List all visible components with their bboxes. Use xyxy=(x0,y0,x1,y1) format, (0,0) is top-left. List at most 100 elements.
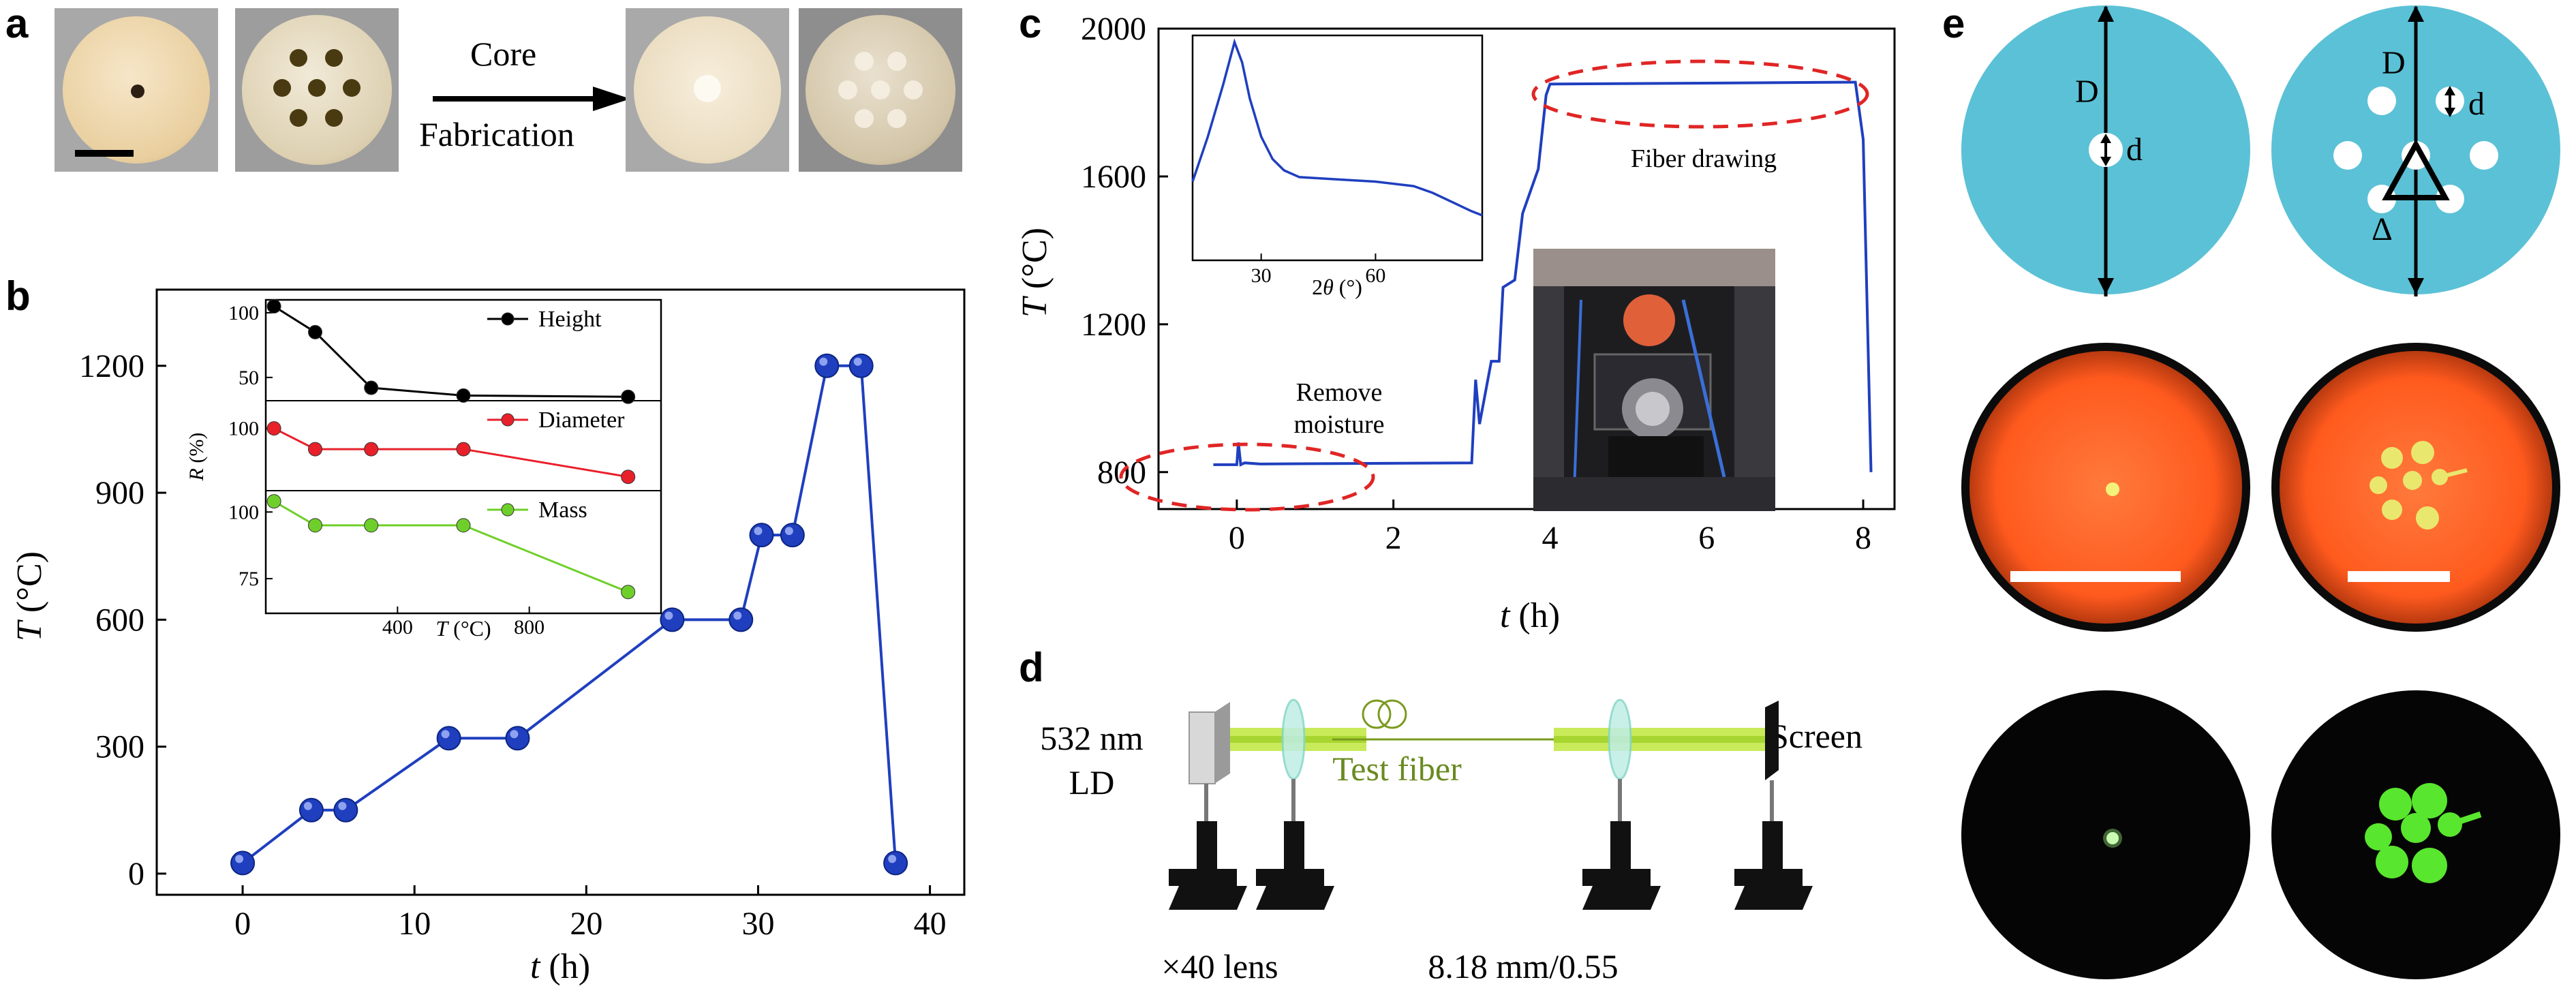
xrd-x-tick-label: 30 xyxy=(1251,264,1272,287)
legend-marker xyxy=(501,413,515,427)
multi-core-white-light-image xyxy=(2271,343,2560,632)
data-point-highlight xyxy=(303,801,312,810)
y-tick-label: 300 xyxy=(95,729,144,765)
x-tick-label: 0 xyxy=(1229,520,1245,556)
inset-data-point xyxy=(456,388,471,403)
xrd-inset-x-axis-label: 2θ (°) xyxy=(1312,275,1362,299)
plot-frame xyxy=(1157,27,1896,510)
lens-right-label: 8.18 mm/0.55 xyxy=(1428,947,1618,985)
single-core-output-image xyxy=(1961,690,2250,979)
data-point-highlight xyxy=(888,855,897,863)
y-tick-label: 1200 xyxy=(79,348,144,384)
laser-diode-label-2: LD xyxy=(1069,763,1115,801)
inset-data-point xyxy=(364,380,379,395)
data-point xyxy=(505,726,530,751)
screen-label: Screen xyxy=(1770,717,1862,755)
single-core-schematic: D d xyxy=(1961,5,2250,296)
y-tick-label: 600 xyxy=(95,602,144,638)
lens-left-icon xyxy=(1281,699,1306,780)
legend-marker xyxy=(501,503,515,517)
scale-bar xyxy=(2010,571,2181,582)
laser-diode-icon xyxy=(1214,702,1230,784)
data-point xyxy=(660,607,685,632)
inset-y-axis-label: R (%) xyxy=(185,433,208,482)
legend-marker xyxy=(501,312,515,326)
panel-e-cross-sections: D d D d Δ xyxy=(1961,5,2560,979)
preform-single-hole-photo xyxy=(55,8,218,172)
legend-label: Height xyxy=(538,307,602,332)
fiber-coil-icon xyxy=(1362,699,1392,729)
data-point-highlight xyxy=(338,801,347,810)
x-tick-label: 2 xyxy=(1385,520,1402,556)
inset-x-tick-label: 400 xyxy=(382,616,413,639)
data-point-highlight xyxy=(784,527,793,536)
x-axis-label: t (h) xyxy=(1500,596,1560,635)
y-axis-label: T (°C) xyxy=(10,551,49,641)
inset-x-axis-label: T (°C) xyxy=(435,616,491,641)
xrd-inset-frame xyxy=(1191,34,1484,262)
data-point-highlight xyxy=(853,357,862,366)
lens-right-icon xyxy=(1608,699,1632,780)
data-point xyxy=(436,726,461,751)
process-arrow xyxy=(433,87,630,111)
data-point-highlight xyxy=(441,730,450,739)
inset-frame xyxy=(264,298,662,615)
lens-left-label: ×40 lens xyxy=(1161,947,1278,985)
inset-x-tick-label: 800 xyxy=(514,616,545,639)
remove-moisture-label-2: moisture xyxy=(1294,410,1385,439)
data-point-highlight xyxy=(754,527,763,536)
data-point-highlight xyxy=(733,611,742,620)
inset-data-point xyxy=(364,442,379,457)
fiber-drawing-label: Fiber drawing xyxy=(1631,144,1777,173)
multi-diameter-D-label: D xyxy=(2382,45,2406,81)
panel-d-setup: 532 nm LD Screen ×40 lens 8.18 mm/0.55 T… xyxy=(1040,699,1862,985)
drawing-temperature-line xyxy=(1213,80,1873,472)
x-tick-label: 10 xyxy=(398,906,431,942)
inset-y-tick-label: 100 xyxy=(228,501,259,523)
inset-y-tick-label: 100 xyxy=(228,302,259,324)
scale-bar xyxy=(2348,571,2450,582)
test-fiber-label: Test fiber xyxy=(1332,750,1462,788)
data-point-highlight xyxy=(819,357,828,366)
y-tick-label: 2000 xyxy=(1081,11,1146,47)
core-fabrication-label-top: Core xyxy=(470,35,537,73)
multi-core-output-image xyxy=(2271,690,2560,979)
inset-y-tick-label: 100 xyxy=(228,418,259,440)
y-tick-label: 1600 xyxy=(1081,159,1146,195)
panel-b-chart: 0 10 20 30 40 0 300 600 900 1200 t (h) T (°C) 40… xyxy=(10,288,966,986)
data-point-highlight xyxy=(510,730,519,739)
plot-frame xyxy=(155,288,966,896)
x-tick-label: 4 xyxy=(1542,520,1558,556)
data-point xyxy=(230,850,256,876)
x-tick-label: 0 xyxy=(234,906,251,942)
screen-icon xyxy=(1765,701,1779,780)
xrd-pattern-line xyxy=(1191,38,1483,217)
data-point xyxy=(749,523,774,548)
diameter-d-label: d xyxy=(2126,132,2143,168)
inset-data-point xyxy=(364,518,379,533)
pitch-delta-label: Δ xyxy=(2372,211,2393,247)
data-point-highlight xyxy=(235,855,244,863)
fiber-drawing-highlight xyxy=(1531,59,1869,129)
data-point-highlight xyxy=(664,611,673,620)
panel-e-letter: e xyxy=(1942,1,1965,46)
diameter-D-label: D xyxy=(2075,74,2099,110)
inset-data-point xyxy=(266,421,281,436)
scale-bar xyxy=(75,150,134,157)
single-core-white-light-image xyxy=(1961,343,2250,632)
data-point xyxy=(780,523,805,548)
panel-d-letter: d xyxy=(1019,645,1044,690)
remove-moisture-highlight xyxy=(1119,442,1375,512)
data-point xyxy=(848,353,874,378)
inset-data-point xyxy=(621,389,636,404)
data-point xyxy=(883,850,908,876)
inset-data-point xyxy=(621,585,636,600)
preform-seven-hole-photo xyxy=(235,8,399,172)
panel-a-letter: a xyxy=(5,1,29,46)
inset-data-point xyxy=(308,518,322,533)
legend-label: Mass xyxy=(538,497,587,523)
x-tick-label: 20 xyxy=(570,906,602,942)
remove-moisture-label-1: Remove xyxy=(1296,378,1383,407)
laser-diode-label-1: 532 nm xyxy=(1040,719,1144,757)
